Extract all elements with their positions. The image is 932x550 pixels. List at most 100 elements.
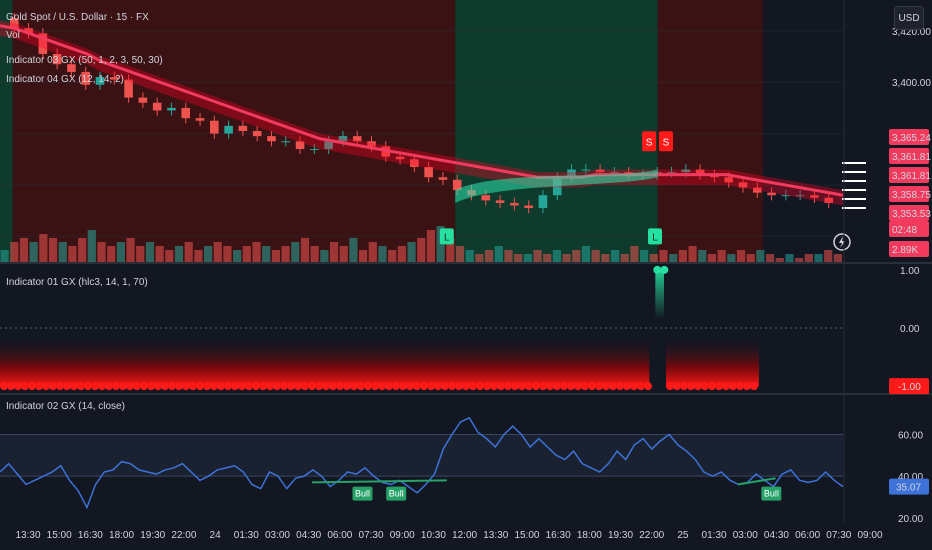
volume-bar (775, 258, 784, 262)
indicator01-bear-dot (42, 382, 50, 391)
candle (167, 107, 176, 111)
lightning-icon[interactable] (833, 233, 851, 251)
indicator01-bear-dot (259, 382, 267, 391)
indicator02-pane[interactable]: Bull Bull Bull 60.00 40.00 20.00 35.07 (0, 397, 929, 525)
volume-bar (717, 250, 726, 262)
bull-label[interactable]: Bull (761, 486, 782, 501)
bull-label-box (386, 486, 407, 501)
bull-label[interactable]: Bull (352, 486, 373, 501)
indicator01-bear-dot (392, 382, 400, 391)
indicator01-bear-dot (532, 382, 540, 391)
indicator01-bear-dot (287, 382, 295, 391)
candle (310, 148, 319, 150)
volume-bar (765, 254, 775, 262)
indicator01-bear-dot (490, 382, 498, 391)
volume-bar (436, 226, 445, 262)
indicator01-value-box (889, 378, 929, 395)
bull-label-text: Bull (355, 489, 370, 499)
volume-bar (29, 242, 38, 262)
volume-bar (252, 242, 261, 262)
bull-label-text: Bull (389, 489, 404, 499)
indicator01-bear-dot (455, 382, 463, 391)
indicator01-bear-dot (161, 382, 169, 391)
candle (295, 141, 305, 149)
candle (567, 169, 576, 178)
bull-label[interactable]: Bull (386, 486, 407, 501)
volume-bar (562, 254, 571, 262)
volume-bar (533, 250, 542, 262)
time-tick-label: 24 (210, 530, 222, 541)
price-label-box (889, 129, 929, 145)
volume-bar (601, 254, 610, 262)
indicator01-bear-dot (448, 382, 456, 391)
volume-bar (329, 242, 339, 262)
long-signal-marker (439, 228, 454, 245)
ma-cloud (0, 20, 843, 206)
indicator01-bear-dot (588, 382, 596, 391)
indicator01-bear-dot (483, 382, 491, 391)
price-tick-label: 3,400.00 (892, 78, 931, 89)
volume-bar (136, 246, 145, 262)
candle (795, 195, 805, 197)
volume-bar (291, 242, 300, 262)
volume-bar (736, 250, 746, 262)
candle (52, 53, 62, 65)
candle (352, 136, 362, 142)
volume-bar (824, 250, 833, 262)
volume-bar (78, 238, 87, 262)
price-label: 3,361.81 (892, 171, 931, 182)
volume-bar (727, 254, 736, 262)
indicator02-tick-label: 60.00 (898, 431, 923, 442)
candle (538, 195, 548, 209)
time-tick-label: 13:30 (483, 530, 508, 541)
short-signal-label: S (663, 137, 670, 148)
volume-bar (271, 250, 280, 262)
indicator01-bear-dot (196, 382, 204, 391)
indicator02-tick-label: 40.00 (898, 472, 923, 483)
time-tick-label: 25 (677, 530, 689, 541)
candle (324, 141, 333, 149)
price-label-box (889, 167, 929, 183)
indicator01-bear-dot (273, 382, 281, 391)
candle (767, 192, 776, 196)
candle (38, 33, 48, 54)
indicator01-bear-dot (224, 382, 232, 391)
volume-bar (10, 242, 19, 262)
indicator01-bear-dot (574, 382, 582, 391)
volume-bar (746, 254, 755, 262)
indicator01-bear-dot (63, 382, 71, 391)
candle (610, 172, 619, 174)
indicator01-bear-dot (217, 382, 225, 391)
time-tick-label: 16:30 (78, 530, 103, 541)
bull-band (455, 169, 658, 203)
long-signal-marker (648, 228, 663, 245)
indicator01-bear-dot (28, 382, 36, 391)
candle (524, 205, 533, 209)
price-label: 3,365.24 (892, 133, 931, 144)
volume-bar (465, 250, 474, 262)
indicator01-bear-dot (406, 382, 414, 391)
lightning-icon-bolt (839, 236, 845, 248)
indicator01-bear-dot (7, 382, 15, 391)
long-signal[interactable]: L (648, 228, 663, 245)
volume-bar (194, 250, 203, 262)
time-tick-label: 12:00 (452, 530, 477, 541)
short-signal[interactable]: S (658, 131, 673, 152)
time-axis[interactable]: 13:30 15:00 16:30 18:00 19:30 22:00 24 01:30 03:… (15, 530, 882, 541)
indicator01-bear-dot (434, 382, 442, 391)
candle (438, 177, 448, 180)
volume-bar (320, 250, 329, 262)
candle (124, 79, 133, 98)
indicator01-bear-dot (210, 382, 218, 391)
price-pane[interactable]: L L S S 3,420.00 3,400.00 3,365.24 3,361.81 3,36… (0, 0, 932, 522)
indicator01-bear-dot (539, 382, 547, 391)
symbol-title: Gold Spot / U.S. Dollar · 15 · FX (6, 12, 149, 23)
currency-button[interactable]: USD (894, 6, 924, 30)
bull-label-box (761, 486, 782, 501)
indicator01-bear-dot (84, 382, 92, 391)
indicator01-bear-dot (245, 382, 253, 391)
time-tick-label: 01:30 (234, 530, 259, 541)
long-signal[interactable]: L (439, 228, 454, 245)
short-signal[interactable]: S (642, 131, 657, 152)
indicator01-pane[interactable]: 1.00 0.00 -1.00 (0, 264, 929, 395)
